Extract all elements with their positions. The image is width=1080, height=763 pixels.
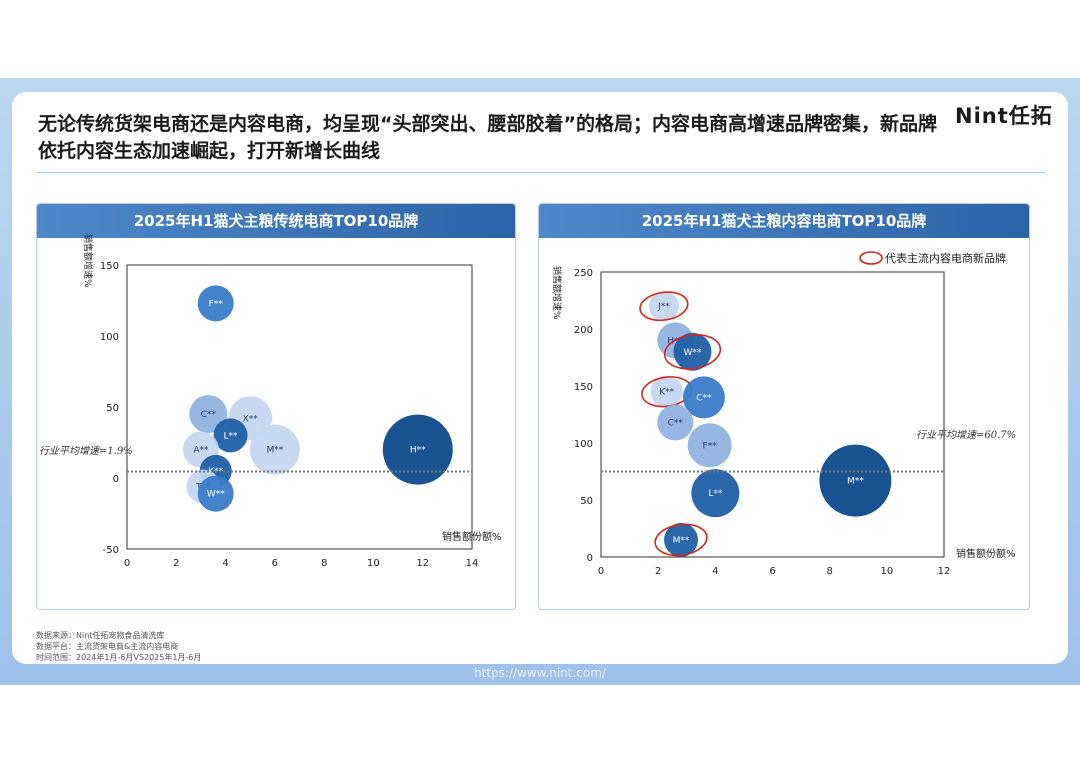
chart-title: 2025年H1猫犬主粮传统电商TOP10品牌 (37, 204, 515, 238)
x-tick-label: 0 (124, 558, 130, 569)
x-tick-label: 6 (769, 566, 775, 577)
scatter-chart-content: 0 2 4 6 8 10 12 0 50 100 150 200 250 销售额增速% 销售额份额% J** H… (551, 251, 1016, 577)
y-axis-label: 销售额增速% (82, 234, 94, 288)
slide-title: 无论传统货架电商还是内容电商，均呈现“头部突出、腰部胶着”的格局；内容电商高增速… (38, 113, 937, 162)
bubble-label: H** (410, 446, 426, 456)
y-tick-label: 100 (574, 439, 593, 450)
y-tick-label: 200 (574, 325, 593, 336)
bubble-label: M** (266, 446, 283, 456)
footer-source: 数据来源：Nint任拓宠物食品清洗库 (36, 631, 165, 640)
bubble (687, 423, 732, 468)
x-tick-label: 2 (655, 566, 661, 577)
bubble (249, 424, 300, 475)
bubble-label: L** (708, 489, 723, 499)
y-tick-label: -50 (103, 545, 119, 556)
y-tick-label: 150 (100, 261, 119, 272)
y-tick-label: 0 (587, 553, 593, 564)
x-tick-label: 10 (367, 558, 380, 569)
x-tick-label: 8 (321, 558, 327, 569)
bubble-label: C** (668, 418, 684, 428)
bubble-label: H** (667, 336, 683, 346)
x-tick-label: 4 (222, 558, 228, 569)
x-tick-label: 8 (826, 566, 832, 577)
bubble-label: J** (657, 302, 670, 312)
x-tick-label: 2 (173, 558, 179, 569)
bubble-label: M** (847, 477, 864, 487)
chart-title: 2025年H1猫犬主粮内容电商TOP10品牌 (539, 204, 1029, 238)
average-growth-label: 行业平均增速=1.9% (39, 445, 133, 457)
bubble-label: C** (696, 393, 712, 403)
x-tick-label: 0 (598, 566, 604, 577)
average-growth-label: 行业平均增速=60.7% (916, 429, 1016, 441)
footer-period: 时间范围：2024年1月-6月VS2025年1月-6月 (36, 653, 202, 662)
scatter-chart-traditional: 0 2 4 6 8 10 12 14 -50 0 50 100 150 销售额增速% 销售额份额% F** C*… (39, 234, 502, 569)
bubble-label: L** (223, 431, 238, 441)
footer-notes: 数据来源：Nint任拓宠物食品清洗库 数据平台：主流货架电商&主流内容电商 时间… (36, 630, 201, 663)
title-divider (37, 172, 1045, 173)
y-axis-label: 销售额增速% (551, 266, 563, 320)
y-tick-label: 100 (100, 332, 119, 343)
bubble (691, 469, 740, 518)
bubble (648, 291, 679, 322)
new-brand-marker (639, 291, 689, 322)
bubble (682, 376, 725, 419)
bubble (664, 522, 699, 557)
brand-logo: Nint任拓 (955, 104, 1053, 128)
bubble-label: K** (659, 388, 674, 398)
plot-frame (126, 264, 473, 550)
new-brand-marker (663, 334, 722, 370)
chart-panel-content: 2025年H1猫犬主粮内容电商TOP10品牌 0 2 4 6 8 10 12 0 50 100 15… (538, 203, 1030, 610)
y-tick-label: 50 (580, 496, 593, 507)
bubble (819, 444, 892, 517)
bubble (673, 332, 712, 371)
legend-label: 代表主流内容电商新品牌 (885, 251, 1006, 265)
bubble-label: A** (193, 446, 209, 456)
footer-platform: 数据平台：主流货架电商&主流内容电商 (36, 642, 179, 651)
bubble-label: F** (703, 441, 718, 451)
x-axis-label: 销售额份额% (442, 530, 502, 543)
y-tick-label: 250 (574, 268, 593, 279)
bubble-label: W** (684, 348, 702, 358)
y-tick-label: 150 (574, 382, 593, 393)
y-tick-label: 0 (113, 474, 119, 485)
bubble-label: X** (243, 414, 259, 424)
bubble (650, 375, 683, 408)
plot-frame (600, 271, 945, 558)
x-axis-label: 销售额份额% (956, 547, 1016, 560)
bubble (657, 404, 694, 441)
bubble-label: F** (209, 299, 224, 309)
legend-marker (859, 251, 883, 265)
x-tick-label: 6 (272, 558, 278, 569)
bubble (189, 395, 228, 434)
bubble (197, 285, 234, 322)
bubble-label: C** (201, 410, 217, 420)
bubble (197, 475, 234, 512)
new-brand-marker (654, 523, 708, 557)
x-tick-label: 14 (466, 558, 479, 569)
y-tick-label: 50 (106, 403, 119, 414)
x-tick-label: 12 (938, 566, 951, 577)
x-tick-label: 12 (416, 558, 429, 569)
chart-panel-traditional: 2025年H1猫犬主粮传统电商TOP10品牌 0 2 4 6 8 10 12 14 -50 0 50… (36, 203, 516, 610)
bubble-label: W** (207, 490, 225, 500)
bubble (382, 414, 453, 485)
bubble (213, 418, 248, 453)
bubble-label: M** (673, 536, 690, 546)
x-tick-label: 4 (712, 566, 718, 577)
x-tick-label: 10 (880, 566, 893, 577)
footer-url[interactable]: https://www.nint.com/ (474, 666, 606, 680)
